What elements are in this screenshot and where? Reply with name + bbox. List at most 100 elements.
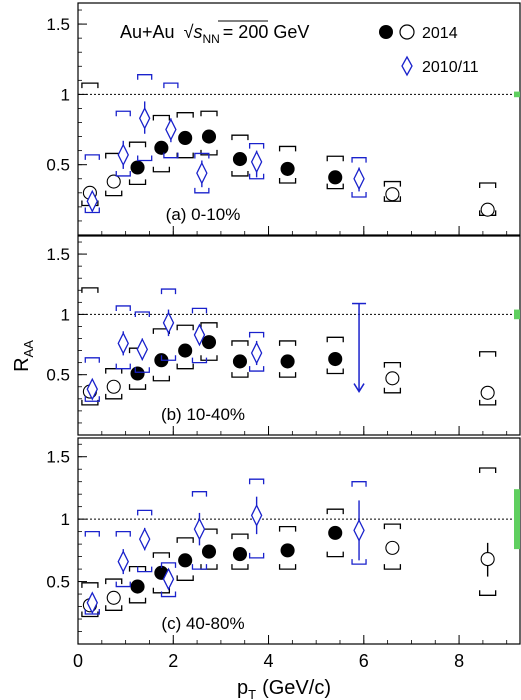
panel-frame <box>77 235 521 436</box>
point-2014-sys-upper <box>278 525 297 532</box>
point-2014-sys-lower <box>105 605 123 611</box>
point-2014-marker <box>385 187 400 202</box>
point-2014-sys-upper <box>81 582 99 588</box>
point-2014-sys-upper <box>152 552 171 558</box>
point-2014-sys-upper <box>231 340 249 346</box>
point-2014-marker <box>480 552 495 567</box>
point-2014-sys-upper <box>231 533 249 540</box>
point-2010-marker <box>162 311 175 335</box>
point-2010-marker <box>117 331 129 355</box>
y-axis-label: RAA <box>11 340 36 372</box>
legend-marker-2010 <box>401 55 413 77</box>
point-2014-sys-lower <box>176 575 194 581</box>
point-2010-sys-upper <box>160 288 177 295</box>
point-2010-marker <box>86 189 99 213</box>
point-2014-sys-upper <box>105 368 123 374</box>
point-2010-sys-lower <box>163 152 179 159</box>
point-2014-sys-lower <box>278 177 297 184</box>
y-tick-label: 0.5 <box>46 573 70 592</box>
point-2014-sys-lower <box>231 564 249 570</box>
point-2010-marker <box>196 161 208 185</box>
point-2014-marker <box>201 129 217 144</box>
point-2010-sys-upper <box>160 562 177 568</box>
point-2014-sys-lower <box>200 355 218 361</box>
point-2010-marker <box>86 377 99 401</box>
point-2014-sys-upper <box>479 182 497 188</box>
y-tick-label: 0.5 <box>46 366 70 385</box>
point-2014-sys-lower <box>231 372 249 378</box>
point-2014-marker <box>106 174 121 189</box>
point-2014-marker <box>280 354 295 369</box>
x-tick-label: 2 <box>168 651 178 671</box>
point-2014-sys-upper <box>278 145 297 152</box>
point-2010-sys-upper <box>248 478 265 485</box>
point-2010-sys-lower <box>194 187 210 194</box>
panel-1: 0.5 1 1.5 (b) 10-40% <box>46 235 521 436</box>
point-2014-sys-lower <box>278 564 297 570</box>
point-2014-sys-upper <box>326 508 344 515</box>
point-2010-sys-upper <box>115 110 131 117</box>
point-2010-sys-lower <box>248 366 265 372</box>
y-tick-label: 1.5 <box>46 245 70 264</box>
point-2014-sys-upper <box>81 82 99 89</box>
x-tick-label: 4 <box>264 651 274 671</box>
panel-frame <box>77 2 521 236</box>
point-2014-marker <box>178 343 193 358</box>
norm-uncertainty-box <box>514 91 520 98</box>
point-2014-sys-lower <box>81 399 99 406</box>
x-tick-label: 0 <box>73 651 83 671</box>
point-2014-sys-upper <box>383 180 402 187</box>
point-2010-sys-lower <box>351 192 367 198</box>
point-2010-marker <box>250 503 263 527</box>
point-2014-sys-upper <box>176 537 194 543</box>
point-2014-sys-lower <box>326 368 344 375</box>
point-2014-sys-lower <box>326 551 344 558</box>
point-2010-sys-lower <box>191 357 208 364</box>
point-2010-marker <box>193 323 206 347</box>
point-2014-sys-lower <box>326 183 344 190</box>
point-2014-sys-upper <box>479 467 497 473</box>
point-2010-sys-lower <box>115 170 131 177</box>
legend-marker-2014-open <box>399 24 415 40</box>
point-2014-marker <box>480 385 495 400</box>
point-2010-sys-upper <box>84 530 100 537</box>
point-2014-sys-upper <box>479 351 497 357</box>
point-2010-marker <box>165 118 177 141</box>
point-2014-sys-lower <box>152 375 171 382</box>
point-2014-marker <box>106 590 121 605</box>
point-2010-marker <box>117 550 129 574</box>
point-2010-sys-upper <box>137 74 153 80</box>
panels-layer: 0.5 1 1.5 (a) 0-10% 0.5 1 1.5 (b) 10-40% 0.5 1 1.5… <box>46 2 521 671</box>
point-2010-sys-upper <box>248 331 265 338</box>
point-2010-sys-lower <box>134 367 150 373</box>
point-2010-marker <box>250 341 263 365</box>
point-2014-marker <box>280 543 295 558</box>
point-2010-sys-lower <box>115 363 131 370</box>
point-2014-sys-lower <box>128 179 147 186</box>
point-2014-marker <box>328 170 343 185</box>
point-2010-sys-upper <box>163 82 179 89</box>
point-2010-sys-upper <box>115 305 131 311</box>
point-2010-sys-lower <box>160 591 177 598</box>
point-2010-marker <box>353 518 365 542</box>
point-2010-sys-upper <box>134 311 150 317</box>
point-2014-sys-upper <box>200 110 218 117</box>
point-2010-sys-lower <box>160 355 177 361</box>
point-2010-sys-upper <box>194 152 210 159</box>
point-2010-marker <box>138 527 151 551</box>
panel-2: 0.5 1 1.5 (c) 40-80% <box>46 437 521 645</box>
point-2014-sys-lower <box>176 363 194 370</box>
point-2010-sys-lower <box>191 564 208 570</box>
point-2014-marker <box>201 335 217 350</box>
point-2010-marker <box>193 517 206 541</box>
point-2014-sys-lower <box>105 190 123 197</box>
point-2014-sys-upper <box>326 336 344 343</box>
point-2014-marker <box>232 354 248 369</box>
point-2014-marker <box>178 130 193 146</box>
point-2014-marker <box>201 544 217 559</box>
collision-label: Au+Au √sNN = 200 GeV <box>120 22 309 46</box>
norm-uncertainty-box <box>514 309 520 320</box>
point-2014-sys-lower <box>176 152 194 159</box>
point-2014-sys-upper <box>152 114 171 121</box>
